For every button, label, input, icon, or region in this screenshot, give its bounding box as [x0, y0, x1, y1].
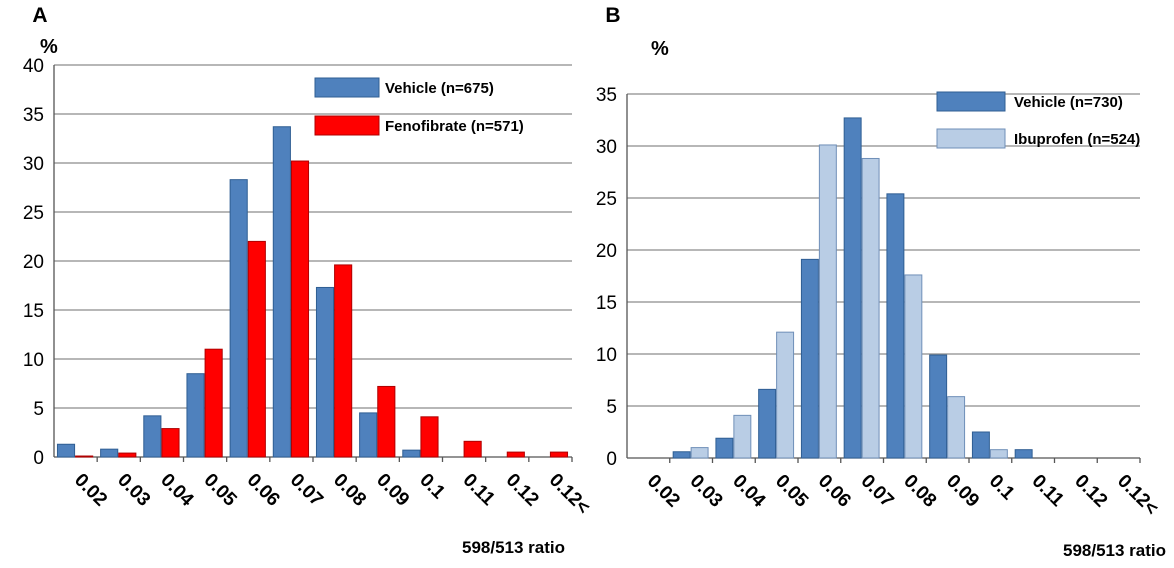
- x-tick-label: 0.08: [329, 470, 370, 511]
- y-tick-label: 10: [23, 350, 44, 371]
- bar-ibuprofen: [904, 274, 923, 459]
- bar-ibuprofen: [861, 157, 880, 459]
- x-tick-label: 0.12<: [1113, 471, 1162, 520]
- y-tick-label: 10: [596, 345, 617, 366]
- legend-label: Vehicle (n=675): [385, 80, 494, 97]
- bar-ibuprofen: [947, 396, 966, 459]
- bar-fenofibrate: [118, 452, 137, 458]
- y-tick-label: 35: [596, 85, 617, 106]
- bar-fenofibrate: [204, 348, 223, 458]
- x-tick-label: 0.06: [814, 471, 855, 512]
- bar-vehicle: [843, 117, 862, 459]
- bar-vehicle: [402, 449, 421, 458]
- legend: Vehicle (n=675) Fenofibrate (n=571): [314, 77, 524, 136]
- x-tick-label: 0.09: [372, 470, 413, 511]
- bar-vehicle: [143, 415, 162, 458]
- y-tick-label: 40: [23, 56, 44, 77]
- bar-fenofibrate: [549, 451, 569, 458]
- x-axis-label: 598/513 ratio: [1063, 541, 1166, 560]
- x-tick-label: 0.09: [942, 471, 983, 512]
- x-tick-label: 0.03: [686, 471, 727, 512]
- bar-fenofibrate: [334, 264, 353, 458]
- bar-vehicle: [1014, 449, 1033, 459]
- legend-label: Fenofibrate (n=571): [385, 118, 524, 135]
- y-tick-label: 30: [596, 137, 617, 158]
- bar-vehicle: [56, 443, 76, 458]
- x-tick-label: 0.1: [985, 471, 1019, 505]
- bar-fenofibrate: [463, 440, 482, 458]
- legend: Vehicle (n=730) Ibuprofen (n=524): [936, 91, 1140, 149]
- bar-vehicle: [758, 388, 777, 459]
- x-tick-label: 0.04: [156, 470, 197, 511]
- bar-ibuprofen: [818, 144, 837, 459]
- panel-label: A: [32, 4, 47, 27]
- y-tick-label: 5: [606, 397, 617, 418]
- legend-swatch: [314, 77, 380, 98]
- bar-vehicle: [272, 126, 291, 458]
- y-tick-label: 15: [596, 293, 617, 314]
- bar-ibuprofen: [733, 414, 752, 459]
- bar-vehicle: [229, 179, 248, 458]
- legend-swatch: [936, 128, 1006, 149]
- bar-vehicle: [929, 354, 948, 459]
- y-tick-label: 0: [606, 449, 617, 470]
- x-tick-label: 0.04: [728, 471, 769, 512]
- x-tick-label: 0.12<: [545, 470, 594, 519]
- bar-fenofibrate: [506, 451, 525, 458]
- bar-vehicle: [359, 412, 378, 458]
- x-tick-label: 0.11: [1028, 471, 1069, 512]
- y-tick-label: 5: [33, 399, 44, 420]
- bar-vehicle: [715, 437, 734, 459]
- x-tick-label: 0.02: [643, 471, 684, 512]
- bar-ibuprofen: [690, 447, 709, 459]
- bar-fenofibrate: [377, 385, 396, 458]
- panel-label: B: [605, 4, 620, 27]
- x-tick-label: 0.02: [70, 470, 111, 511]
- x-tick-label: 0.06: [243, 470, 284, 511]
- y-tick-label: 35: [23, 105, 44, 126]
- chart-panel-b: B% 0 5 10 15 20 25 30 35 0.02 0.03 0.04 0.05 0.06 0.07…: [596, 4, 1166, 560]
- bar-fenofibrate: [290, 160, 310, 458]
- x-tick-label: 0.05: [200, 470, 241, 511]
- bar-vehicle: [971, 431, 990, 459]
- x-tick-label: 0.12: [502, 470, 543, 511]
- legend-swatch: [936, 91, 1006, 112]
- x-tick-label: 0.07: [857, 471, 898, 512]
- x-tick-label: 0.08: [899, 471, 940, 512]
- y-tick-label: 25: [596, 189, 617, 210]
- bar-vehicle: [315, 286, 335, 458]
- x-tick-label: 0.07: [286, 470, 327, 511]
- y-tick-label: 15: [23, 301, 44, 322]
- y-tick-label: 0: [33, 448, 44, 469]
- bar-vehicle: [800, 258, 819, 459]
- y-tick-label: 30: [23, 154, 44, 175]
- legend-label: Ibuprofen (n=524): [1014, 131, 1140, 148]
- bar-ibuprofen: [989, 449, 1008, 459]
- x-tick-label: 0.05: [771, 471, 812, 512]
- y-tick-label: 20: [596, 241, 617, 262]
- x-tick-label: 0.12: [1070, 471, 1111, 512]
- x-axis-label: 598/513 ratio: [462, 538, 565, 557]
- bar-vehicle: [186, 373, 205, 458]
- legend-label: Vehicle (n=730): [1014, 94, 1123, 111]
- bar-fenofibrate: [420, 416, 439, 458]
- y-axis-label: %: [651, 38, 669, 60]
- x-tick-label: 0.1: [415, 470, 449, 504]
- x-tick-label: 0.03: [113, 470, 154, 511]
- bar-fenofibrate: [247, 240, 266, 458]
- bar-vehicle: [886, 193, 905, 459]
- y-axis-label: %: [40, 36, 58, 58]
- bar-fenofibrate: [161, 428, 180, 458]
- y-tick-label: 20: [23, 252, 44, 273]
- bar-vehicle: [100, 448, 119, 458]
- legend-swatch: [314, 115, 380, 136]
- bar-vehicle: [672, 451, 691, 459]
- x-tick-label: 0.11: [459, 470, 500, 511]
- y-tick-label: 25: [23, 203, 44, 224]
- bar-ibuprofen: [776, 331, 795, 459]
- bar-fenofibrate: [75, 455, 94, 458]
